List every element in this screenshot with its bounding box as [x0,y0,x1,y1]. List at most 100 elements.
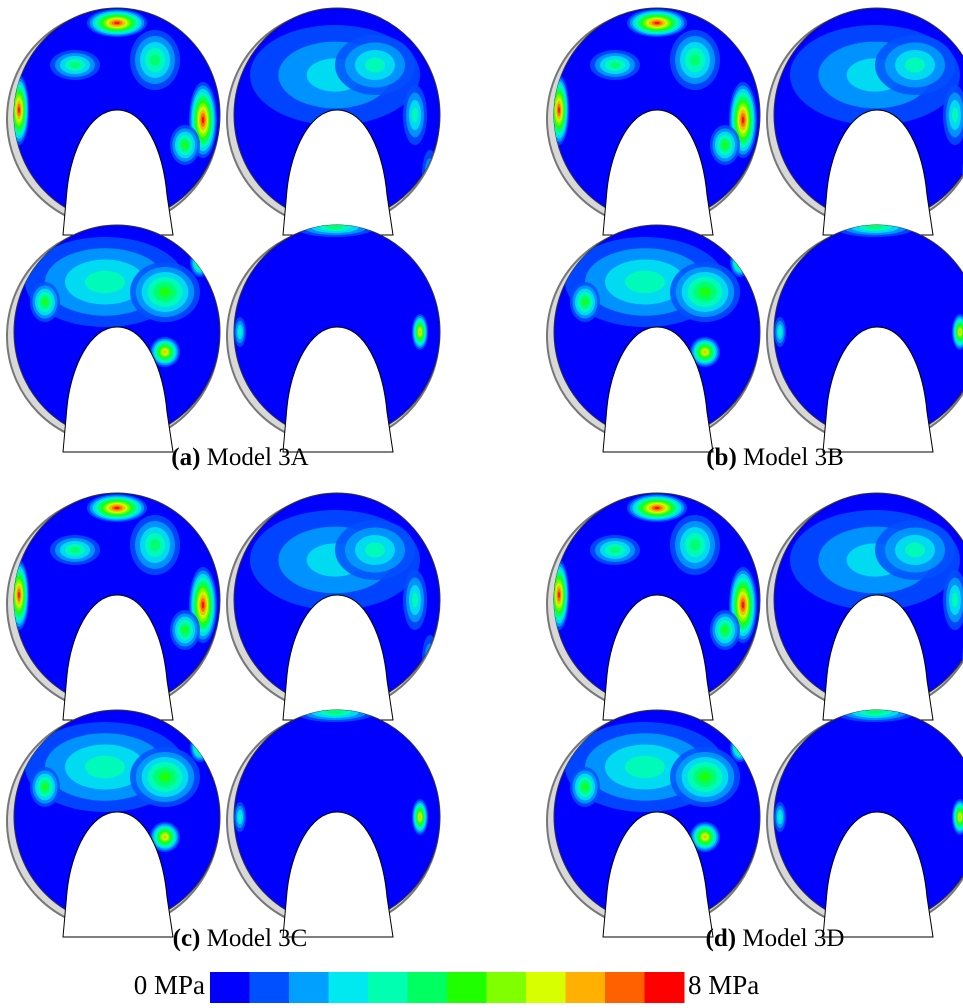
hot-spot [558,107,560,113]
hot-spot [610,62,620,68]
stress-map [767,702,963,937]
hot-spot [196,256,205,269]
hot-spot [703,350,706,353]
hot-spot [239,328,242,336]
hot-spot [959,815,961,819]
colorbar-swatch [329,972,369,1003]
stress-map [547,8,760,235]
hot-spot [736,256,745,269]
colorbar-swatch [645,972,685,1003]
caption-title: Model 3A [207,444,309,471]
hot-spot [699,287,711,297]
colorbar-swatch [210,972,250,1003]
hot-spot [114,22,119,25]
hot-spot [779,328,782,336]
hot-spot [18,592,20,598]
caption-label: (a) [171,444,200,471]
hot-spot [427,652,432,669]
stress-map [547,710,760,937]
colorbar-swatch [526,972,566,1003]
colorbar-swatch [368,972,408,1003]
colorbar-swatch [250,972,290,1003]
colorbar-swatch [289,972,329,1003]
stress-map [227,8,440,235]
hot-spot [959,330,961,334]
hot-spot [905,58,925,73]
hot-spot [70,547,80,553]
hot-spot [654,507,659,510]
hot-spot [183,627,188,634]
colorbar-swatch [447,972,487,1003]
hot-spot [327,225,343,229]
hot-spot [699,772,711,782]
hot-spot [18,107,20,113]
hot-spot [737,743,743,752]
hot-spot [952,108,958,123]
hot-spot [737,258,743,267]
hot-spot [196,741,205,754]
caption: (d) Model 3D [706,925,845,952]
colorbar-min-label: 0 MPa [134,970,205,1000]
stress-map [227,493,440,720]
stress-map [7,710,220,937]
hot-spot [327,710,343,714]
hot-spot [558,592,560,598]
hot-spot [70,62,80,68]
stress-map [7,8,220,235]
colorbar-swatch [487,972,527,1003]
stress-map [547,493,760,720]
hot-spot [365,58,385,73]
hot-spot [419,330,421,334]
caption-label: (d) [706,925,737,952]
hot-spot [419,815,421,819]
hot-spot [742,602,745,609]
hot-spot [723,627,728,634]
hot-spot [199,260,202,264]
hot-spot [114,507,119,510]
caption-title: Model 3C [207,925,308,952]
hot-spot [427,167,432,184]
hot-spot [736,741,745,754]
hot-spot [625,756,665,779]
caption-label: (c) [173,925,201,952]
hot-spot [43,299,48,306]
hot-spot [690,54,700,66]
hot-spot [199,745,202,749]
hot-spot [742,117,745,124]
hot-spot [163,835,166,838]
caption: (b) Model 3B [706,444,844,471]
hot-spot [867,225,883,229]
caption-title: Model 3B [743,444,844,471]
hot-spot [159,772,171,782]
hot-spot [85,756,125,779]
hot-spot [150,54,160,66]
hot-spot [583,784,588,791]
hot-spot [779,813,782,821]
hot-spot [905,543,925,558]
caption-label: (b) [706,444,737,471]
hot-spot [365,543,385,558]
stress-map [227,217,440,452]
hot-spot [952,593,958,608]
stress-map [767,8,963,235]
hot-spot [703,835,706,838]
figure: (a) Model 3A (b) Model 3B (c) Model 3C (d) … [0,0,963,1003]
stress-map [767,217,963,452]
hot-spot [202,602,205,609]
stress-map [7,493,220,720]
hot-spot [163,350,166,353]
stress-map [547,225,760,452]
stress-map [767,493,963,720]
hot-spot [412,593,418,608]
hot-spot [85,271,125,294]
hot-spot [239,813,242,821]
hot-spot [197,258,203,267]
hot-spot [43,784,48,791]
hot-spot [412,108,418,123]
hot-spot [202,117,205,124]
hot-spot [183,142,188,149]
stress-map [227,702,440,937]
hot-spot [654,22,659,25]
hot-spot [583,299,588,306]
hot-spot [690,539,700,551]
